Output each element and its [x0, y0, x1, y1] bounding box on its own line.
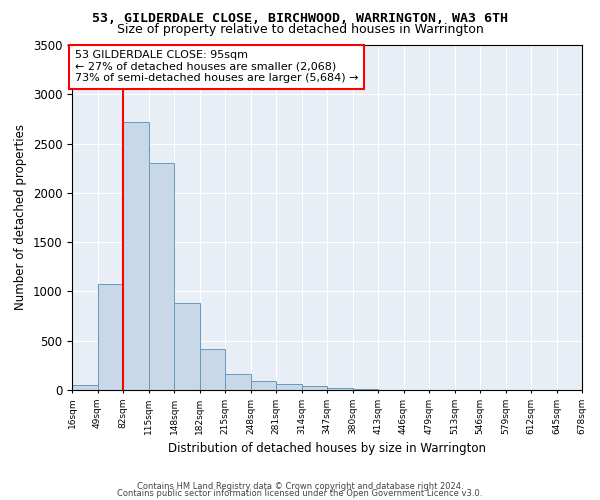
X-axis label: Distribution of detached houses by size in Warrington: Distribution of detached houses by size …	[168, 442, 486, 456]
Bar	[251, 380, 276, 390]
Bar	[72, 385, 97, 390]
Bar	[123, 122, 149, 390]
Bar	[353, 388, 378, 390]
Bar	[225, 374, 251, 390]
Text: Size of property relative to detached houses in Warrington: Size of property relative to detached ho…	[116, 22, 484, 36]
Text: 53 GILDERDALE CLOSE: 95sqm
← 27% of detached houses are smaller (2,068)
73% of s: 53 GILDERDALE CLOSE: 95sqm ← 27% of deta…	[74, 50, 358, 84]
Bar	[97, 284, 123, 390]
Bar	[149, 164, 174, 390]
Bar	[276, 384, 302, 390]
Bar	[302, 386, 327, 390]
Bar	[327, 388, 353, 390]
Y-axis label: Number of detached properties: Number of detached properties	[14, 124, 27, 310]
Text: Contains HM Land Registry data © Crown copyright and database right 2024.: Contains HM Land Registry data © Crown c…	[137, 482, 463, 491]
Text: 53, GILDERDALE CLOSE, BIRCHWOOD, WARRINGTON, WA3 6TH: 53, GILDERDALE CLOSE, BIRCHWOOD, WARRING…	[92, 12, 508, 26]
Text: Contains public sector information licensed under the Open Government Licence v3: Contains public sector information licen…	[118, 490, 482, 498]
Bar	[174, 304, 199, 390]
Bar	[199, 348, 225, 390]
